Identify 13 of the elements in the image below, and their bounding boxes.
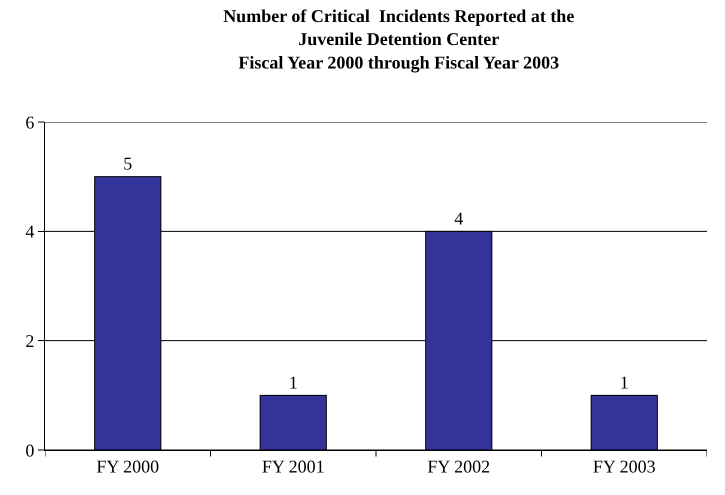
x-tick-label: FY 2003 [592, 456, 656, 477]
data-label: 1 [620, 372, 629, 392]
x-tick-label: FY 2002 [427, 456, 490, 477]
data-label: 1 [288, 372, 298, 392]
data-label: 5 [123, 154, 132, 174]
x-tick-label: FY 2000 [96, 456, 160, 477]
y-tick-label: 4 [25, 222, 34, 242]
data-label: 4 [454, 208, 464, 228]
y-tick-label: 6 [25, 112, 34, 132]
y-tick-label: 0 [25, 440, 34, 460]
x-tick-label: FY 2001 [262, 456, 325, 477]
chart-title: Number of Critical Incidents Reported at the Juvenile Detention Center Fiscal Year 2000 through Fiscal Year 2003 [223, 6, 574, 73]
y-tick-label: 2 [25, 330, 34, 351]
